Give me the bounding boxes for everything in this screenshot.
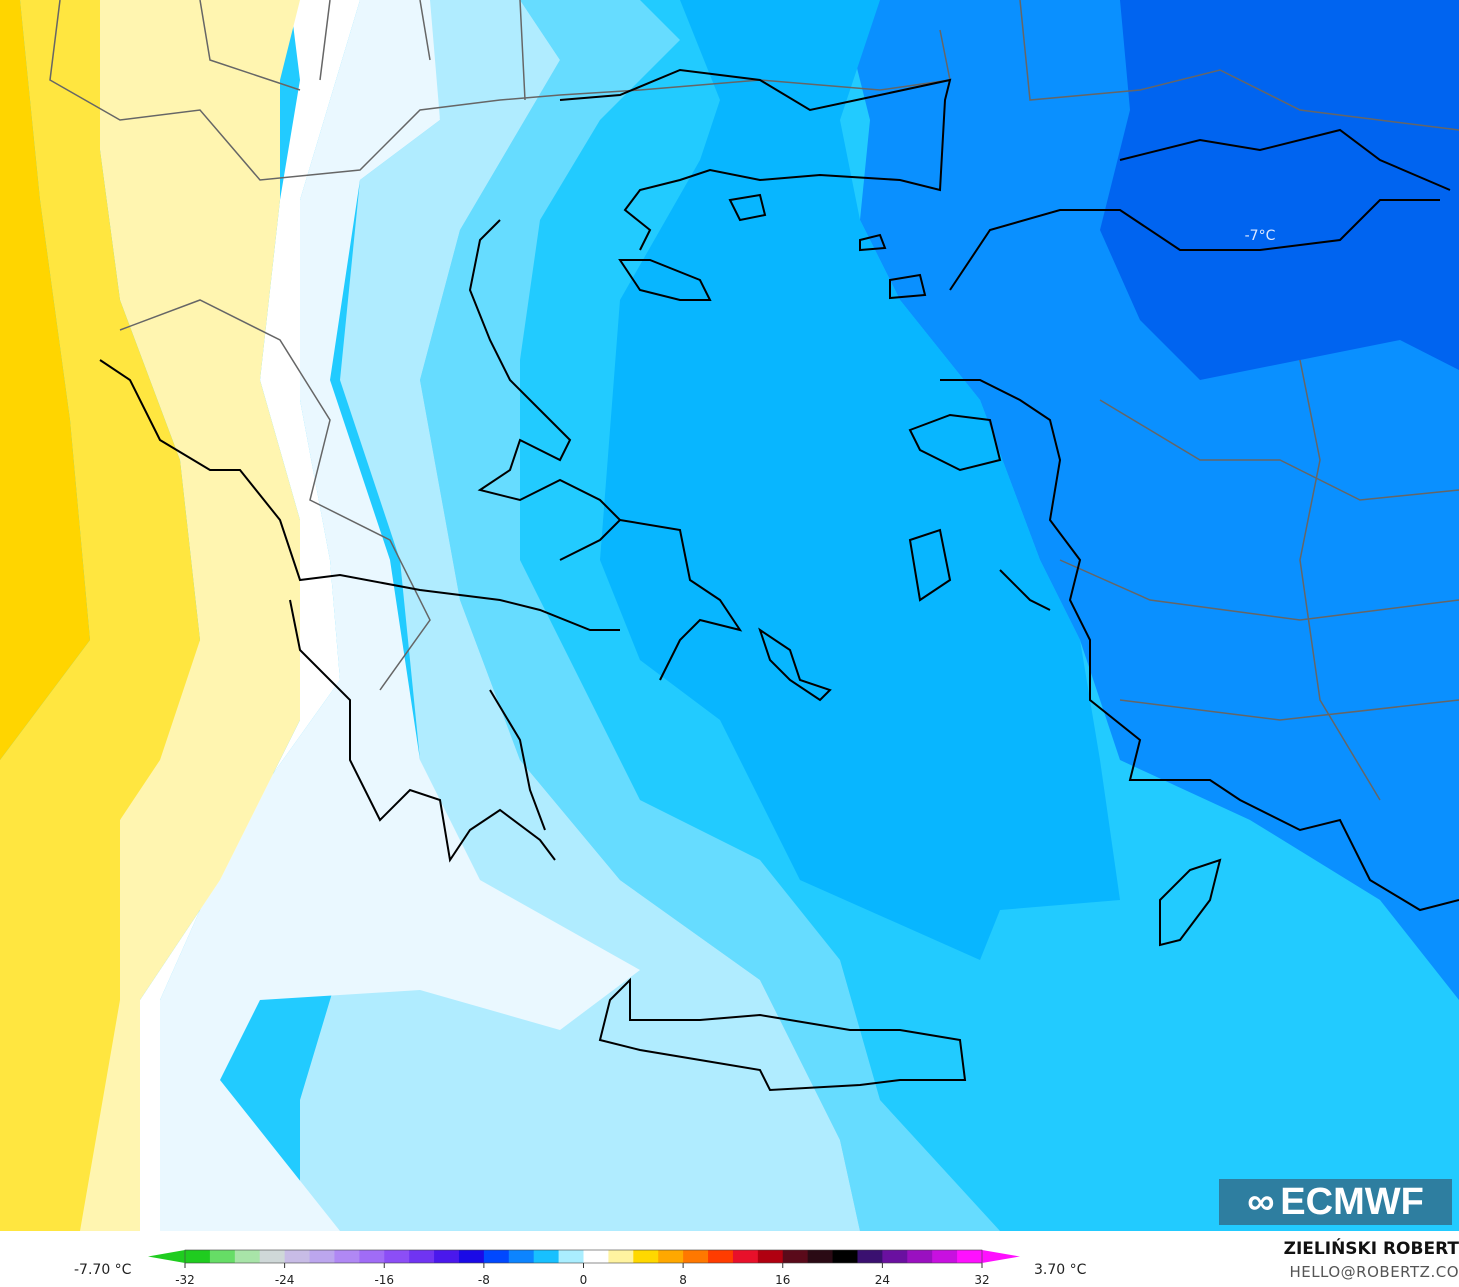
colorbar: -32 -24 -16 -8 0 8 16 24 32	[148, 1249, 1020, 1287]
colorbar-max-extend	[982, 1250, 1020, 1263]
colorbar-cell	[757, 1250, 784, 1263]
colorbar-cell	[259, 1250, 286, 1263]
colorbar-cell	[882, 1250, 908, 1263]
colorbar-cell	[708, 1250, 734, 1263]
colorbar-cell	[683, 1250, 709, 1263]
colorbar-cell	[633, 1250, 659, 1263]
colorbar-cell	[483, 1250, 510, 1263]
colorbar-cell	[508, 1250, 535, 1263]
contour-band	[80, 0, 300, 1231]
colorbar-tick-label: 24	[875, 1273, 890, 1287]
colorbar-tick-label: 8	[679, 1273, 687, 1287]
colorbar-cell	[458, 1250, 485, 1263]
author-credit: ZIELIŃSKI ROBERT	[1283, 1239, 1459, 1259]
contour-band	[140, 0, 360, 1231]
coastlines	[99, 68, 1459, 1092]
country-borders	[49, 0, 1459, 801]
ecmwf-logo: ∞ ECMWF	[1219, 1179, 1452, 1225]
ecmwf-symbol-icon: ∞	[1247, 1180, 1275, 1223]
colorbar-cell	[409, 1250, 435, 1263]
max-value-label: 3.70 °C	[1034, 1262, 1087, 1278]
colorbar-cell	[832, 1250, 858, 1263]
colorbar-cell	[857, 1250, 883, 1263]
colorbar-min-extend	[148, 1250, 185, 1263]
colorbar-tick-label: -16	[374, 1273, 394, 1287]
colorbar-cell	[185, 1250, 211, 1263]
colorbar-cell	[658, 1250, 684, 1263]
temperature-contours	[0, 0, 1459, 1231]
colorbar-cell	[782, 1250, 809, 1263]
colorbar-cell	[334, 1250, 360, 1263]
colorbar-tick-label: 16	[775, 1273, 790, 1287]
colorbar-cell	[558, 1250, 584, 1263]
colorbar-tick-label: 0	[580, 1273, 588, 1287]
colorbar-cell	[234, 1250, 261, 1263]
min-temp-annotation: -7°C	[1245, 228, 1276, 244]
colorbar-cell	[359, 1250, 385, 1263]
temperature-map: -7°C	[0, 0, 1459, 1231]
contour-band	[0, 0, 200, 1231]
contour-band	[420, 0, 1000, 1231]
author-email: HELLO@ROBERTZ.CO	[1289, 1263, 1459, 1281]
contour-band	[600, 0, 1120, 960]
colorbar-cell	[932, 1250, 958, 1263]
colorbar-cell	[284, 1250, 311, 1263]
colorbar-cell	[209, 1250, 236, 1263]
contour-band	[160, 0, 640, 1231]
colorbar-tick-label: -8	[478, 1273, 490, 1287]
colorbar-cell	[807, 1250, 834, 1263]
colorbar-cell	[732, 1250, 759, 1263]
colorbar-tick-label: -24	[275, 1273, 295, 1287]
colorbar-cell	[583, 1250, 609, 1263]
colorbar-cell	[309, 1250, 335, 1263]
colorbar-cell	[384, 1250, 410, 1263]
colorbar-tick-label: -32	[175, 1273, 195, 1287]
contour-band	[0, 0, 90, 760]
colorbar-cell	[434, 1250, 460, 1263]
contour-band	[1100, 0, 1459, 380]
min-value-label: -7.70 °C	[74, 1262, 132, 1278]
colorbar-cell	[957, 1250, 983, 1263]
colorbar-cell	[907, 1250, 933, 1263]
colorbar-cell	[533, 1250, 560, 1263]
colorbar-tick-label: 32	[974, 1273, 989, 1287]
colorbar-cell	[608, 1250, 634, 1263]
